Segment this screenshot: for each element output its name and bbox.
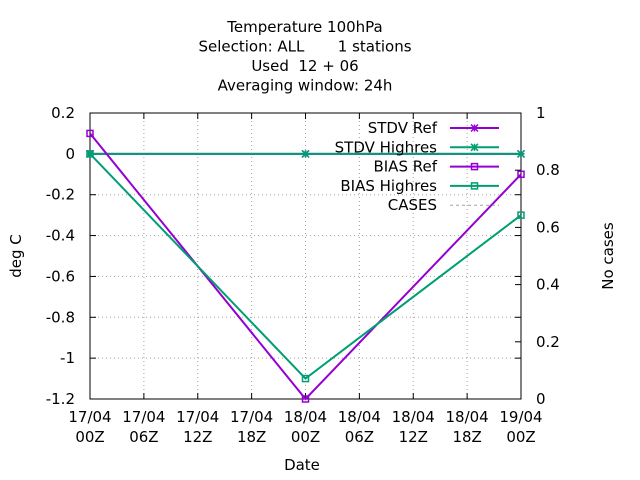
series-stdv-highres (85, 149, 526, 158)
data-point-square (301, 374, 310, 383)
title-line: Temperature 100hPa (226, 18, 383, 36)
chart-title: Temperature 100hPa Selection: ALL 1 stati… (198, 18, 411, 95)
x-tick-label-date: 19/04 (499, 408, 542, 426)
data-point-square (470, 162, 479, 171)
x-tick-label-date: 17/04 (176, 408, 219, 426)
x-tick-label-time: 18Z (237, 428, 266, 446)
x-tick-label-time: 00Z (506, 428, 535, 446)
x-tick-label-date: 18/04 (392, 408, 435, 426)
x-tick-label-date: 17/04 (122, 408, 165, 426)
y-tick-label: -0.8 (46, 308, 75, 326)
y2-tick-label: 0.2 (536, 333, 560, 351)
x-tick-label-time: 00Z (75, 428, 104, 446)
y-tick-label: 0 (65, 145, 75, 163)
data-point-square (470, 182, 479, 190)
x-tick-label-time: 18Z (452, 428, 481, 446)
y-tick-label: -0.6 (46, 267, 75, 285)
title-line: Selection: ALL 1 stations (198, 38, 411, 56)
series-line (89, 153, 522, 380)
x-tick-label-time: 00Z (291, 428, 320, 446)
title-line: Averaging window: 24h (218, 77, 393, 95)
series-bias-ref (86, 129, 525, 403)
x-tick-label-date: 17/04 (230, 408, 273, 426)
x-tick-label-date: 18/04 (338, 408, 381, 426)
title-line: Used 12 + 06 (251, 57, 358, 75)
y2-tick-label: 0.8 (536, 161, 560, 179)
y-axis-ticks: 0.2 0 -0.2 -0.4 -0.6 -0.8 -1 -1.2 (46, 104, 521, 408)
y2-tick-label: 0.4 (536, 276, 560, 294)
data-point-star (470, 123, 479, 133)
x-tick-label-date: 18/04 (284, 408, 327, 426)
data-point-square (86, 129, 94, 138)
y2-axis-label: No cases (599, 222, 617, 290)
legend-label: STDV Ref (368, 119, 438, 137)
x-tick-label-time: 12Z (183, 428, 212, 446)
data-point-square (301, 395, 310, 403)
series-bias-highres (86, 150, 525, 383)
y-tick-label: -0.2 (46, 186, 75, 204)
x-axis-ticks: 17/04 00Z 17/04 06Z 17/04 12Z 17/04 18Z 18/04 00Z… (68, 113, 543, 446)
y2-axis-ticks: 1 0.8 0.6 0.4 0.2 0 (515, 104, 560, 408)
x-tick-label-date: 17/04 (68, 408, 111, 426)
x-tick-label-time: 12Z (399, 428, 428, 446)
series-line (89, 132, 522, 401)
y-tick-label: -1.2 (46, 390, 75, 408)
data-point-star (516, 149, 526, 158)
data-point-square (517, 211, 525, 219)
data-point-star (301, 149, 310, 158)
data-point-star (470, 143, 479, 152)
y-tick-label: -1 (60, 349, 75, 367)
legend-label: STDV Highres (335, 138, 438, 156)
x-tick-label-time: 06Z (345, 428, 374, 446)
legend-label: BIAS Ref (373, 158, 437, 176)
series (85, 129, 526, 403)
y-tick-label: 0.2 (51, 104, 75, 122)
legend-label: BIAS Highres (340, 177, 437, 195)
y-axis-label: deg C (7, 234, 25, 278)
y2-tick-label: 0 (536, 390, 546, 408)
x-tick-label-date: 18/04 (446, 408, 489, 426)
y2-tick-label: 1 (536, 104, 546, 122)
y2-tick-label: 0.6 (536, 218, 560, 236)
x-axis-label: Date (284, 456, 320, 474)
legend-label: CASES (388, 196, 437, 214)
data-point-square (86, 150, 94, 158)
x-tick-label-time: 06Z (129, 428, 158, 446)
data-point-square (517, 170, 525, 179)
y-tick-label: -0.4 (46, 227, 75, 245)
